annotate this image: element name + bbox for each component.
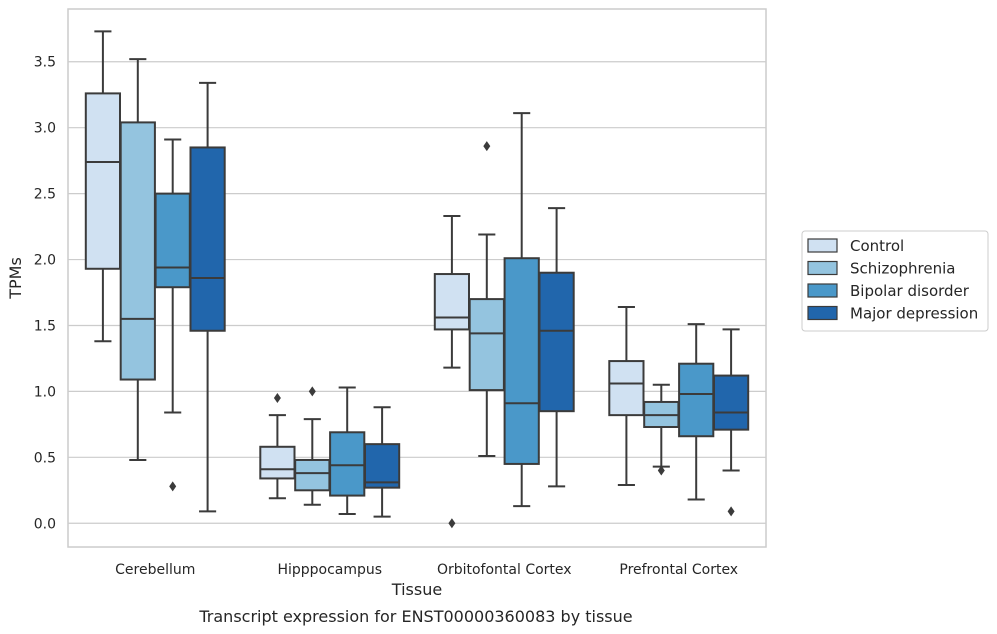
box-plot-area: [84, 30, 750, 529]
outlier-point: [273, 392, 281, 403]
legend-box: [801, 230, 989, 332]
y-tick-label: 2.5: [34, 187, 56, 203]
box-control-prefrontal-cortex: [608, 306, 645, 487]
chart-caption: Transcript expression for ENST0000036008…: [198, 607, 632, 626]
box-bipolar-disorder-hipppocampus: [329, 386, 366, 516]
outlier-point: [483, 141, 491, 152]
box-iqr: [84, 92, 122, 270]
outlier-point: [169, 481, 177, 492]
legend-swatch: [807, 238, 838, 253]
legend-label: Control: [850, 237, 904, 255]
box-iqr: [363, 443, 401, 489]
y-axis-ticks: 0.0 0.5 1.0 1.5 2.0 2.5 3.0 3.5: [34, 55, 56, 533]
box-iqr: [154, 192, 191, 289]
box-schizophrenia-hipppocampus: [294, 386, 331, 506]
box-major-depression-prefrontal-cortex: [712, 328, 750, 517]
x-tick-label: Orbitofontal Cortex: [437, 562, 572, 578]
y-tick-label: 2.0: [34, 253, 56, 269]
box-schizophrenia-prefrontal-cortex: [643, 383, 680, 476]
y-tick-label: 1.0: [34, 384, 56, 400]
box-major-depression-hipppocampus: [363, 406, 401, 518]
x-tick-label: Cerebellum: [115, 562, 195, 578]
y-tick-label: 1.5: [34, 318, 56, 334]
x-axis-label: Tissue: [391, 580, 442, 599]
box-schizophrenia-orbitofontal-cortex: [468, 141, 505, 458]
x-tick-label: Hipppocampus: [277, 562, 382, 578]
y-tick-label: 0.5: [34, 450, 56, 466]
outlier-point: [448, 518, 456, 529]
box-iqr: [608, 360, 645, 417]
legend-swatch: [807, 283, 838, 298]
y-tick-label: 0.0: [34, 516, 56, 532]
box-bipolar-disorder-prefrontal-cortex: [678, 323, 715, 501]
box-iqr: [119, 121, 156, 381]
plot-frame: [67, 8, 767, 548]
legend-swatch: [807, 260, 838, 276]
box-iqr: [189, 146, 226, 332]
legend-swatch: [807, 305, 838, 321]
legend: Control Schizophrenia Bipolar disorder Majo…: [801, 230, 989, 332]
box-iqr: [712, 374, 750, 431]
y-axis-label: TPMs: [6, 257, 25, 300]
box-iqr: [468, 298, 505, 392]
box-iqr: [678, 362, 715, 438]
box-control-hipppocampus: [259, 392, 296, 500]
box-iqr: [433, 273, 471, 331]
box-iqr: [294, 458, 331, 492]
outlier-point: [657, 465, 665, 476]
legend-label: Schizophrenia: [850, 260, 955, 278]
x-axis-ticks: Cerebellum Hipppocampus Orbitofontal Corte…: [115, 562, 738, 578]
legend-label: Bipolar disorder: [850, 282, 970, 300]
outlier-point: [727, 506, 735, 517]
x-tick-label: Prefrontal Cortex: [619, 562, 738, 578]
outlier-point: [308, 386, 316, 397]
box-schizophrenia-cerebellum: [119, 58, 156, 461]
y-tick-label: 3.5: [34, 55, 56, 71]
box-major-depression-cerebellum: [189, 81, 226, 513]
box-control-orbitofontal-cortex: [433, 215, 471, 529]
box-iqr: [503, 257, 540, 465]
box-major-depression-orbitofontal-cortex: [538, 207, 575, 488]
legend-label: Major depression: [850, 305, 978, 323]
box-bipolar-disorder-cerebellum: [154, 138, 191, 492]
box-bipolar-disorder-orbitofontal-cortex: [503, 112, 540, 508]
box-iqr: [538, 271, 575, 413]
y-tick-label: 3.0: [34, 121, 56, 137]
box-iqr: [259, 445, 296, 480]
box-control-cerebellum: [84, 30, 122, 343]
box-iqr: [329, 431, 366, 497]
